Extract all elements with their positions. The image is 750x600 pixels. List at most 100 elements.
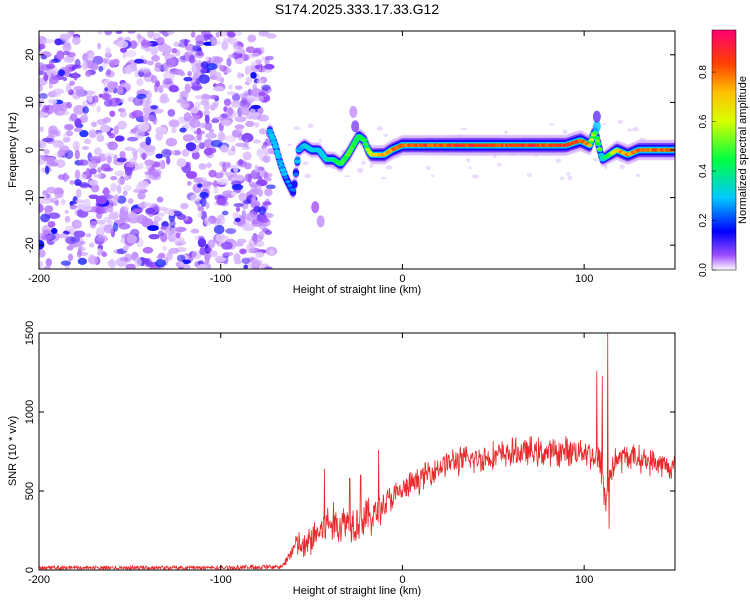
noise-blob [213,86,225,92]
colorbar-tick-label: 0.4 [698,164,709,178]
noise-blob [101,252,108,257]
noise-blob [234,85,243,90]
noise-blob [165,58,176,68]
noise-blob [226,31,235,36]
noise-blob [139,89,146,94]
noise-blob [158,85,164,94]
noise-blob [156,36,165,46]
noise-blob [222,251,234,257]
noise-blob [102,57,107,64]
noise-blob [197,59,202,68]
noise-blob [115,31,123,35]
noise-blob [243,92,249,97]
noise-blob [232,212,241,220]
spectrogram-y-tick-label: 20 [24,49,36,61]
noise-blob [244,138,249,149]
noise-blob [307,123,314,129]
noise-blob [233,203,245,208]
noise-blob [203,147,214,156]
noise-blob [40,234,53,241]
noise-blob [635,173,641,177]
noise-blob [150,105,159,110]
noise-blob [65,236,77,245]
noise-blob [119,110,127,118]
noise-blob [258,217,270,224]
snr-y-tick-label: 1000 [24,400,36,424]
noise-blob [99,124,111,133]
noise-blob [74,149,80,160]
ridge-cell [593,136,601,140]
noise-blob [245,120,255,128]
noise-blob [78,159,89,166]
noise-blob [245,46,256,54]
noise-blob [626,128,633,132]
ridge-core [351,142,357,147]
noise-blob [107,195,118,204]
noise-blob [155,153,163,159]
noise-blob [107,219,113,227]
noise-blob [223,106,228,112]
noise-blob [234,259,242,265]
noise-blob [109,110,116,117]
noise-blob [151,54,161,62]
noise-blob [41,156,52,161]
noise-blob [604,164,608,170]
noise-blob [254,164,259,173]
noise-blob [264,177,272,182]
snr-x-axis-label: Height of straight line (km) [293,585,421,597]
noise-blob [206,162,212,169]
noise-blob [210,139,223,148]
noise-blob [79,173,87,181]
ridge-core [594,139,601,143]
noise-blob [197,263,207,269]
noise-blob [234,115,247,123]
noise-blob [82,52,89,62]
noise-blob [213,186,219,194]
noise-blob [119,151,126,159]
noise-blob [39,51,52,58]
noise-blob [82,100,89,108]
spectrogram-y-tick-label: -10 [24,190,36,206]
noise-blob [148,233,160,240]
noise-blob [214,172,224,179]
noise-blob [124,66,133,75]
noise-blob [202,110,211,116]
noise-blob [110,175,118,181]
noise-blob [57,233,69,239]
noise-blob [132,208,143,214]
noise-blob [163,45,172,54]
noise-blob [250,71,257,79]
noise-blob [256,79,264,84]
noise-blob [114,170,125,177]
noise-blob [72,140,80,151]
noise-blob [225,171,238,179]
noise-blob [204,114,210,124]
noise-blob [69,179,75,185]
noise-blob [197,183,203,188]
noise-blob [134,58,144,64]
noise-blob [105,47,111,57]
noise-blob [44,206,52,214]
noise-blob [137,180,149,189]
noise-blob [195,77,201,85]
noise-blob [226,91,237,96]
noise-blob [117,177,125,185]
noise-blob [124,173,129,181]
noise-blob [76,249,82,259]
noise-blob [39,140,47,149]
noise-blob [127,31,136,34]
noise-blob [95,195,107,205]
noise-blob [200,100,210,106]
noise-blob [118,223,131,230]
noise-blob [258,206,267,215]
noise-blob [207,239,216,249]
noise-blob [143,113,149,123]
noise-blob [39,203,44,213]
noise-blob [526,172,532,178]
noise-blob [88,160,98,169]
noise-blob [39,70,47,76]
noise-blob [100,163,111,172]
noise-blob [106,68,111,76]
noise-blob [109,59,116,68]
